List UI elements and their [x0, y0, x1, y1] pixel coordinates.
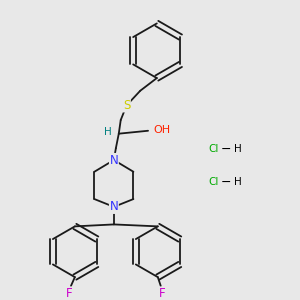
Text: Cl: Cl — [208, 178, 219, 188]
Text: H: H — [234, 144, 242, 154]
Text: Cl: Cl — [208, 144, 219, 154]
Text: −: − — [221, 176, 231, 189]
Text: N: N — [110, 200, 118, 213]
Text: H: H — [234, 178, 242, 188]
Text: F: F — [158, 287, 165, 300]
Text: N: N — [110, 154, 118, 166]
Text: S: S — [123, 99, 130, 112]
Text: F: F — [66, 287, 72, 300]
Text: −: − — [221, 143, 231, 156]
Text: H: H — [104, 127, 112, 137]
Text: OH: OH — [153, 125, 170, 135]
